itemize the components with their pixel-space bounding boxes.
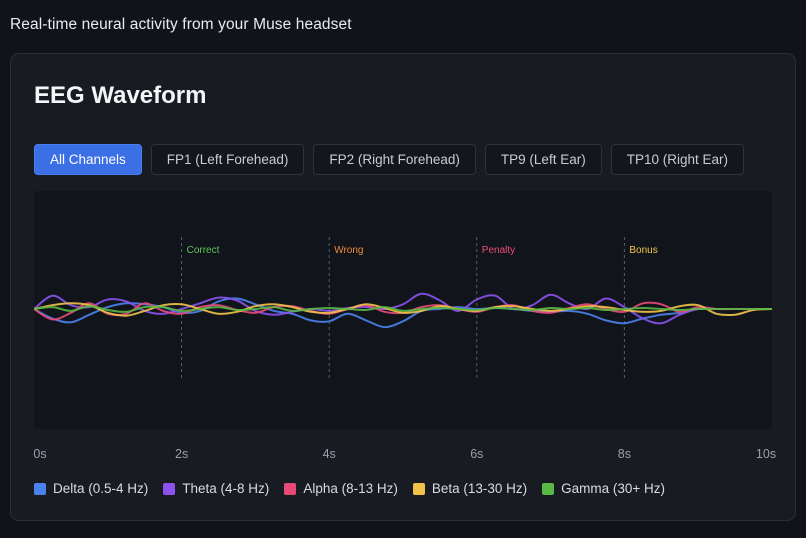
event-marker-label: Penalty [482, 245, 515, 256]
legend-swatch [412, 482, 425, 495]
x-tick-label: 0s [33, 447, 47, 461]
series-line-gamma [34, 305, 772, 313]
legend-item: Alpha (8-13 Hz) [284, 481, 398, 496]
x-tick-label: 6s [470, 447, 484, 461]
legend-item: Delta (0.5-4 Hz) [34, 481, 148, 496]
legend-label: Theta (4-8 Hz) [182, 481, 270, 496]
card-title: EEG Waveform [34, 82, 207, 109]
tab-fp1[interactable]: FP1 (Left Forehead) [150, 144, 305, 175]
x-tick-label: 10s [755, 447, 777, 461]
legend-swatch [542, 482, 555, 495]
event-marker-label: Wrong [334, 245, 363, 256]
legend-item: Gamma (30+ Hz) [542, 481, 665, 496]
event-marker-label: Bonus [629, 245, 657, 256]
event-marker-label: Correct [187, 245, 220, 256]
series-line-theta [34, 292, 772, 325]
tab-fp2[interactable]: FP2 (Right Forehead) [313, 144, 476, 175]
eeg-plot-area: Correct Wrong Penalty Bonus [34, 191, 772, 429]
channel-tabs: All Channels FP1 (Left Forehead) FP2 (Ri… [34, 144, 744, 175]
x-axis: 0s 2s 4s 6s 8s 10s [33, 447, 776, 463]
legend-label: Beta (13-30 Hz) [431, 481, 528, 496]
legend-item: Beta (13-30 Hz) [412, 481, 528, 496]
legend-item: Theta (4-8 Hz) [163, 481, 269, 496]
tab-tp9[interactable]: TP9 (Left Ear) [484, 144, 602, 175]
eeg-waveform-card: EEG Waveform All Channels FP1 (Left Fore… [10, 53, 796, 521]
eeg-chart: Correct Wrong Penalty Bonus [34, 237, 772, 381]
legend-label: Delta (0.5-4 Hz) [53, 481, 149, 496]
tab-tp10[interactable]: TP10 (Right Ear) [610, 144, 744, 175]
legend-label: Gamma (30+ Hz) [561, 481, 666, 496]
x-tick-label: 4s [322, 447, 336, 461]
page-subtitle: Real-time neural activity from your Muse… [10, 16, 352, 33]
x-tick-label: 2s [174, 447, 189, 461]
tab-all-channels[interactable]: All Channels [34, 144, 142, 175]
legend-swatch [163, 482, 176, 495]
x-tick-label: 8s [617, 447, 631, 461]
chart-legend: Delta (0.5-4 Hz) Theta (4-8 Hz) Alpha (8-1… [34, 481, 665, 496]
legend-swatch [34, 482, 46, 495]
legend-label: Alpha (8-13 Hz) [303, 481, 398, 496]
legend-swatch [284, 482, 297, 495]
